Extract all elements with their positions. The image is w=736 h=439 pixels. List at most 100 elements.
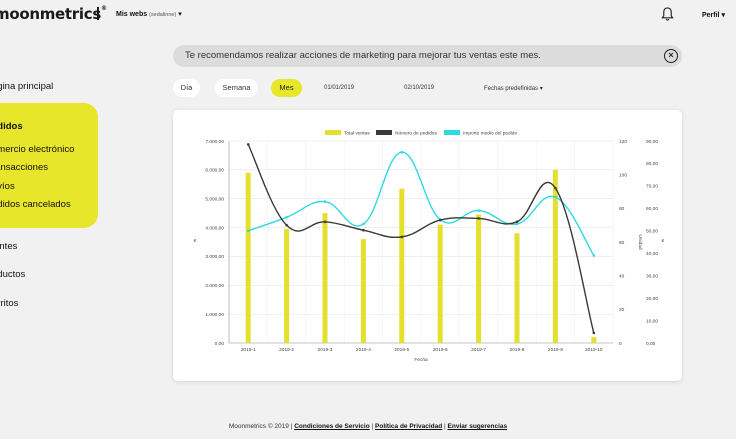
y-tick-label: 4.000,00	[205, 225, 224, 231]
chevron-down-icon: ▾	[178, 11, 182, 18]
sales-chart: 0,00 1.000,00 2.000,00 3.000,00 4.000,00 5.00…	[194, 130, 665, 363]
y-tick-label: 1.000,00	[205, 312, 224, 318]
line-series-avg-order	[247, 151, 595, 256]
date-to-field[interactable]: 02/10/2019	[404, 85, 435, 91]
y2-tick-label: 40	[619, 273, 625, 279]
y2-tick-label: 80	[619, 206, 625, 212]
y-tick-label: 7.000,00	[205, 139, 224, 145]
sidebar-item-products[interactable]: oductos	[0, 269, 26, 280]
sidebar-item-shipping[interactable]: nvíos	[0, 181, 15, 192]
point-avg-order	[362, 222, 365, 226]
tab-month[interactable]: Mes	[271, 79, 302, 97]
suggestions-link[interactable]: Enviar sugerencias	[447, 423, 508, 430]
bar	[322, 213, 328, 343]
bar	[437, 224, 443, 343]
tab-week[interactable]: Semana	[215, 79, 258, 97]
point-avg-order	[554, 195, 557, 199]
webs-label: Mis webs	[116, 11, 148, 18]
point-orders	[554, 186, 557, 190]
y-tick-label: 6.000,00	[205, 168, 224, 174]
point-orders	[592, 331, 596, 335]
legend-label: Total ventas	[344, 131, 370, 137]
predefined-dates-dropdown[interactable]: Fechas predefinidas ▾	[484, 85, 543, 92]
x-tick-label: 2019-5	[394, 347, 409, 353]
point-avg-order	[323, 200, 327, 203]
y3-tick-label: 80,00	[646, 161, 658, 167]
footer-separator: |	[371, 423, 374, 430]
bar	[245, 172, 251, 343]
legend-label: Número de pedidos	[395, 131, 437, 137]
y3-tick-label: 0,00	[646, 341, 656, 347]
privacy-link[interactable]: Política de Privacidad	[375, 423, 443, 430]
point-orders	[323, 220, 327, 224]
x-tick-label: 2019-2	[279, 347, 294, 353]
y3-tick-label: 60,00	[646, 206, 658, 212]
point-orders	[477, 217, 480, 220]
footer-separator: |	[444, 423, 446, 430]
point-avg-order	[246, 229, 250, 233]
sidebar-active-section	[0, 103, 98, 228]
y3-tick-label: 30,00	[646, 273, 658, 279]
sidebar-item-transactions[interactable]: ransacciones	[0, 162, 48, 173]
profile-label: Perfil	[702, 12, 720, 19]
y2-tick-label: 60	[619, 240, 625, 246]
sidebar-item-clients[interactable]: ientes	[0, 241, 18, 252]
y-axis-title: €	[194, 238, 197, 244]
point-orders	[400, 235, 404, 239]
y-tick-label: 5.000,00	[205, 197, 224, 203]
x-tick-label: 2019-9	[548, 347, 563, 353]
bar	[591, 337, 597, 343]
y3-tick-label: 90,00	[646, 139, 658, 145]
y3-tick-label: 20,00	[646, 296, 658, 302]
x-tick-label: 2019-7	[471, 347, 486, 353]
sidebar-item-cancelled-orders[interactable]: edidos cancelados	[0, 199, 71, 210]
x-tick-label: 2019-10	[585, 347, 603, 353]
x-axis-title: Fecha	[414, 357, 428, 363]
sidebar-item-ecommerce[interactable]: omercio electrónico	[0, 144, 75, 155]
y-tick-label: 2.000,00	[205, 283, 224, 289]
sales-chart-card: 0,00 1.000,00 2.000,00 3.000,00 4.000,00 5.00…	[173, 110, 682, 381]
app-logo[interactable]: moonmetrics®	[0, 5, 107, 23]
point-avg-order	[477, 209, 480, 212]
y-tick-label: 3.000,00	[205, 254, 224, 260]
y3-tick-label: 40,00	[646, 251, 658, 257]
legend-swatch	[444, 130, 460, 135]
x-tick-label: 2019-3	[318, 347, 333, 353]
point-avg-order	[592, 254, 596, 257]
y2-tick-label: 120	[619, 139, 627, 145]
top-bar: moonmetrics® Mis webs (sedalinne) ▾ Perf…	[0, 0, 736, 30]
y2-tick-label: 0	[619, 341, 622, 347]
terms-link[interactable]: Condiciones de Servicio	[294, 423, 370, 430]
point-avg-order	[285, 216, 288, 219]
sidebar-item-carts[interactable]: arritos	[0, 298, 19, 309]
point-orders	[362, 228, 365, 232]
webs-selector[interactable]: Mis webs (sedalinne) ▾	[116, 10, 182, 18]
legend-swatch	[325, 130, 341, 135]
bar	[399, 188, 405, 343]
predefined-dates-label: Fechas predefinidas	[484, 86, 539, 92]
bar	[284, 229, 290, 343]
point-avg-order	[400, 150, 404, 154]
line-series-orders	[247, 144, 595, 334]
point-orders	[285, 223, 288, 227]
y2-axis-title: Unidad	[637, 234, 643, 250]
x-tick-label: 2019-6	[433, 347, 448, 353]
x-tick-label: 2019-1	[241, 347, 256, 353]
header-divider	[97, 7, 99, 20]
tab-day[interactable]: Día	[173, 79, 200, 97]
bell-icon[interactable]	[660, 6, 675, 22]
point-avg-order	[515, 222, 519, 226]
footer-copyright: Moonmetrics © 2019 |	[228, 423, 293, 430]
profile-menu[interactable]: Perfil ▾	[702, 11, 725, 19]
y-tick-label: 0,00	[215, 341, 225, 347]
sidebar-item-home[interactable]: ágina principal	[0, 81, 54, 92]
bar	[514, 233, 520, 343]
sidebar-item-orders[interactable]: edidos	[0, 121, 23, 132]
date-from-field[interactable]: 01/01/2019	[324, 85, 355, 91]
point-orders	[515, 220, 519, 224]
close-icon[interactable]: ×	[664, 49, 678, 63]
banner-text: Te recomendamos realizar acciones de mar…	[185, 50, 541, 61]
webs-sub: (sedalinne)	[149, 12, 177, 18]
y3-tick-label: 70,00	[646, 184, 658, 190]
chevron-down-icon: ▾	[721, 12, 725, 19]
